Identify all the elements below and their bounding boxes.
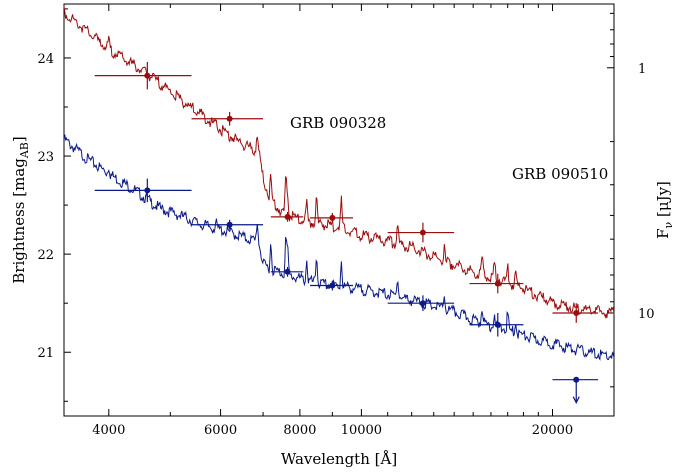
model-spectrum-line: [63, 134, 615, 361]
y-axis-label-right: Fν [μJy]: [654, 181, 675, 239]
y-axis-label-left: Brightness [magAB]: [10, 136, 31, 284]
data-point: [284, 213, 291, 220]
data-point: [284, 268, 291, 275]
data-point: [226, 115, 233, 122]
upper-limit-arrow: [572, 396, 580, 405]
data-point: [144, 72, 151, 79]
series-annotation: GRB 090510: [512, 165, 608, 183]
y-tick-label: 24: [37, 52, 54, 67]
data-point: [573, 376, 580, 383]
y-tick-label: 22: [37, 248, 54, 263]
model-spectrum-line: [63, 6, 615, 319]
data-point: [329, 282, 336, 289]
data-point: [226, 221, 233, 228]
y-tick-label: 21: [37, 346, 54, 361]
data-point: [494, 280, 501, 287]
x-tick-label: 20000: [532, 423, 573, 438]
data-point: [419, 300, 426, 307]
data-point: [419, 229, 426, 236]
x-axis-label: Wavelength [Å]: [281, 450, 397, 468]
data-point: [144, 187, 151, 194]
x-tick-label: 4000: [92, 423, 125, 438]
plot-frame: [63, 3, 615, 417]
y-tick-label: 23: [37, 150, 54, 165]
x-tick-label: 10000: [341, 423, 382, 438]
x-tick-label: 8000: [283, 423, 316, 438]
right-tick-label: 1: [638, 62, 646, 77]
x-tick-label: 6000: [204, 423, 237, 438]
data-point: [494, 321, 501, 328]
series-annotation: GRB 090328: [290, 114, 386, 132]
data-point: [329, 214, 336, 221]
data-point: [573, 310, 580, 316]
right-tick-label: 10: [638, 307, 655, 322]
